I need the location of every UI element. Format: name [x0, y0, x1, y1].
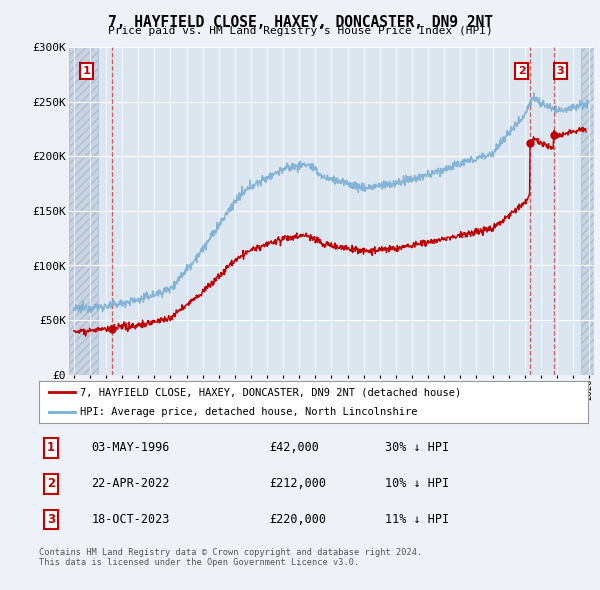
Text: 18-OCT-2023: 18-OCT-2023 — [91, 513, 170, 526]
Text: £220,000: £220,000 — [269, 513, 326, 526]
Text: Price paid vs. HM Land Registry's House Price Index (HPI): Price paid vs. HM Land Registry's House … — [107, 26, 493, 36]
Text: 03-MAY-1996: 03-MAY-1996 — [91, 441, 170, 454]
Text: 1: 1 — [83, 66, 91, 76]
Bar — [581, 47, 594, 375]
Text: 2: 2 — [47, 477, 55, 490]
Text: 22-APR-2022: 22-APR-2022 — [91, 477, 170, 490]
Bar — [69, 47, 98, 375]
Text: £212,000: £212,000 — [269, 477, 326, 490]
Text: 10% ↓ HPI: 10% ↓ HPI — [385, 477, 449, 490]
Text: 2: 2 — [518, 66, 526, 76]
Text: 7, HAYFIELD CLOSE, HAXEY, DONCASTER, DN9 2NT (detached house): 7, HAYFIELD CLOSE, HAXEY, DONCASTER, DN9… — [80, 387, 461, 397]
Text: 7, HAYFIELD CLOSE, HAXEY, DONCASTER, DN9 2NT: 7, HAYFIELD CLOSE, HAXEY, DONCASTER, DN9… — [107, 15, 493, 30]
Text: £42,000: £42,000 — [269, 441, 319, 454]
Text: HPI: Average price, detached house, North Lincolnshire: HPI: Average price, detached house, Nort… — [80, 408, 418, 417]
Text: 30% ↓ HPI: 30% ↓ HPI — [385, 441, 449, 454]
Text: 3: 3 — [556, 66, 564, 76]
Text: Contains HM Land Registry data © Crown copyright and database right 2024.
This d: Contains HM Land Registry data © Crown c… — [39, 548, 422, 567]
Text: 3: 3 — [47, 513, 55, 526]
Text: 11% ↓ HPI: 11% ↓ HPI — [385, 513, 449, 526]
Text: 1: 1 — [47, 441, 55, 454]
